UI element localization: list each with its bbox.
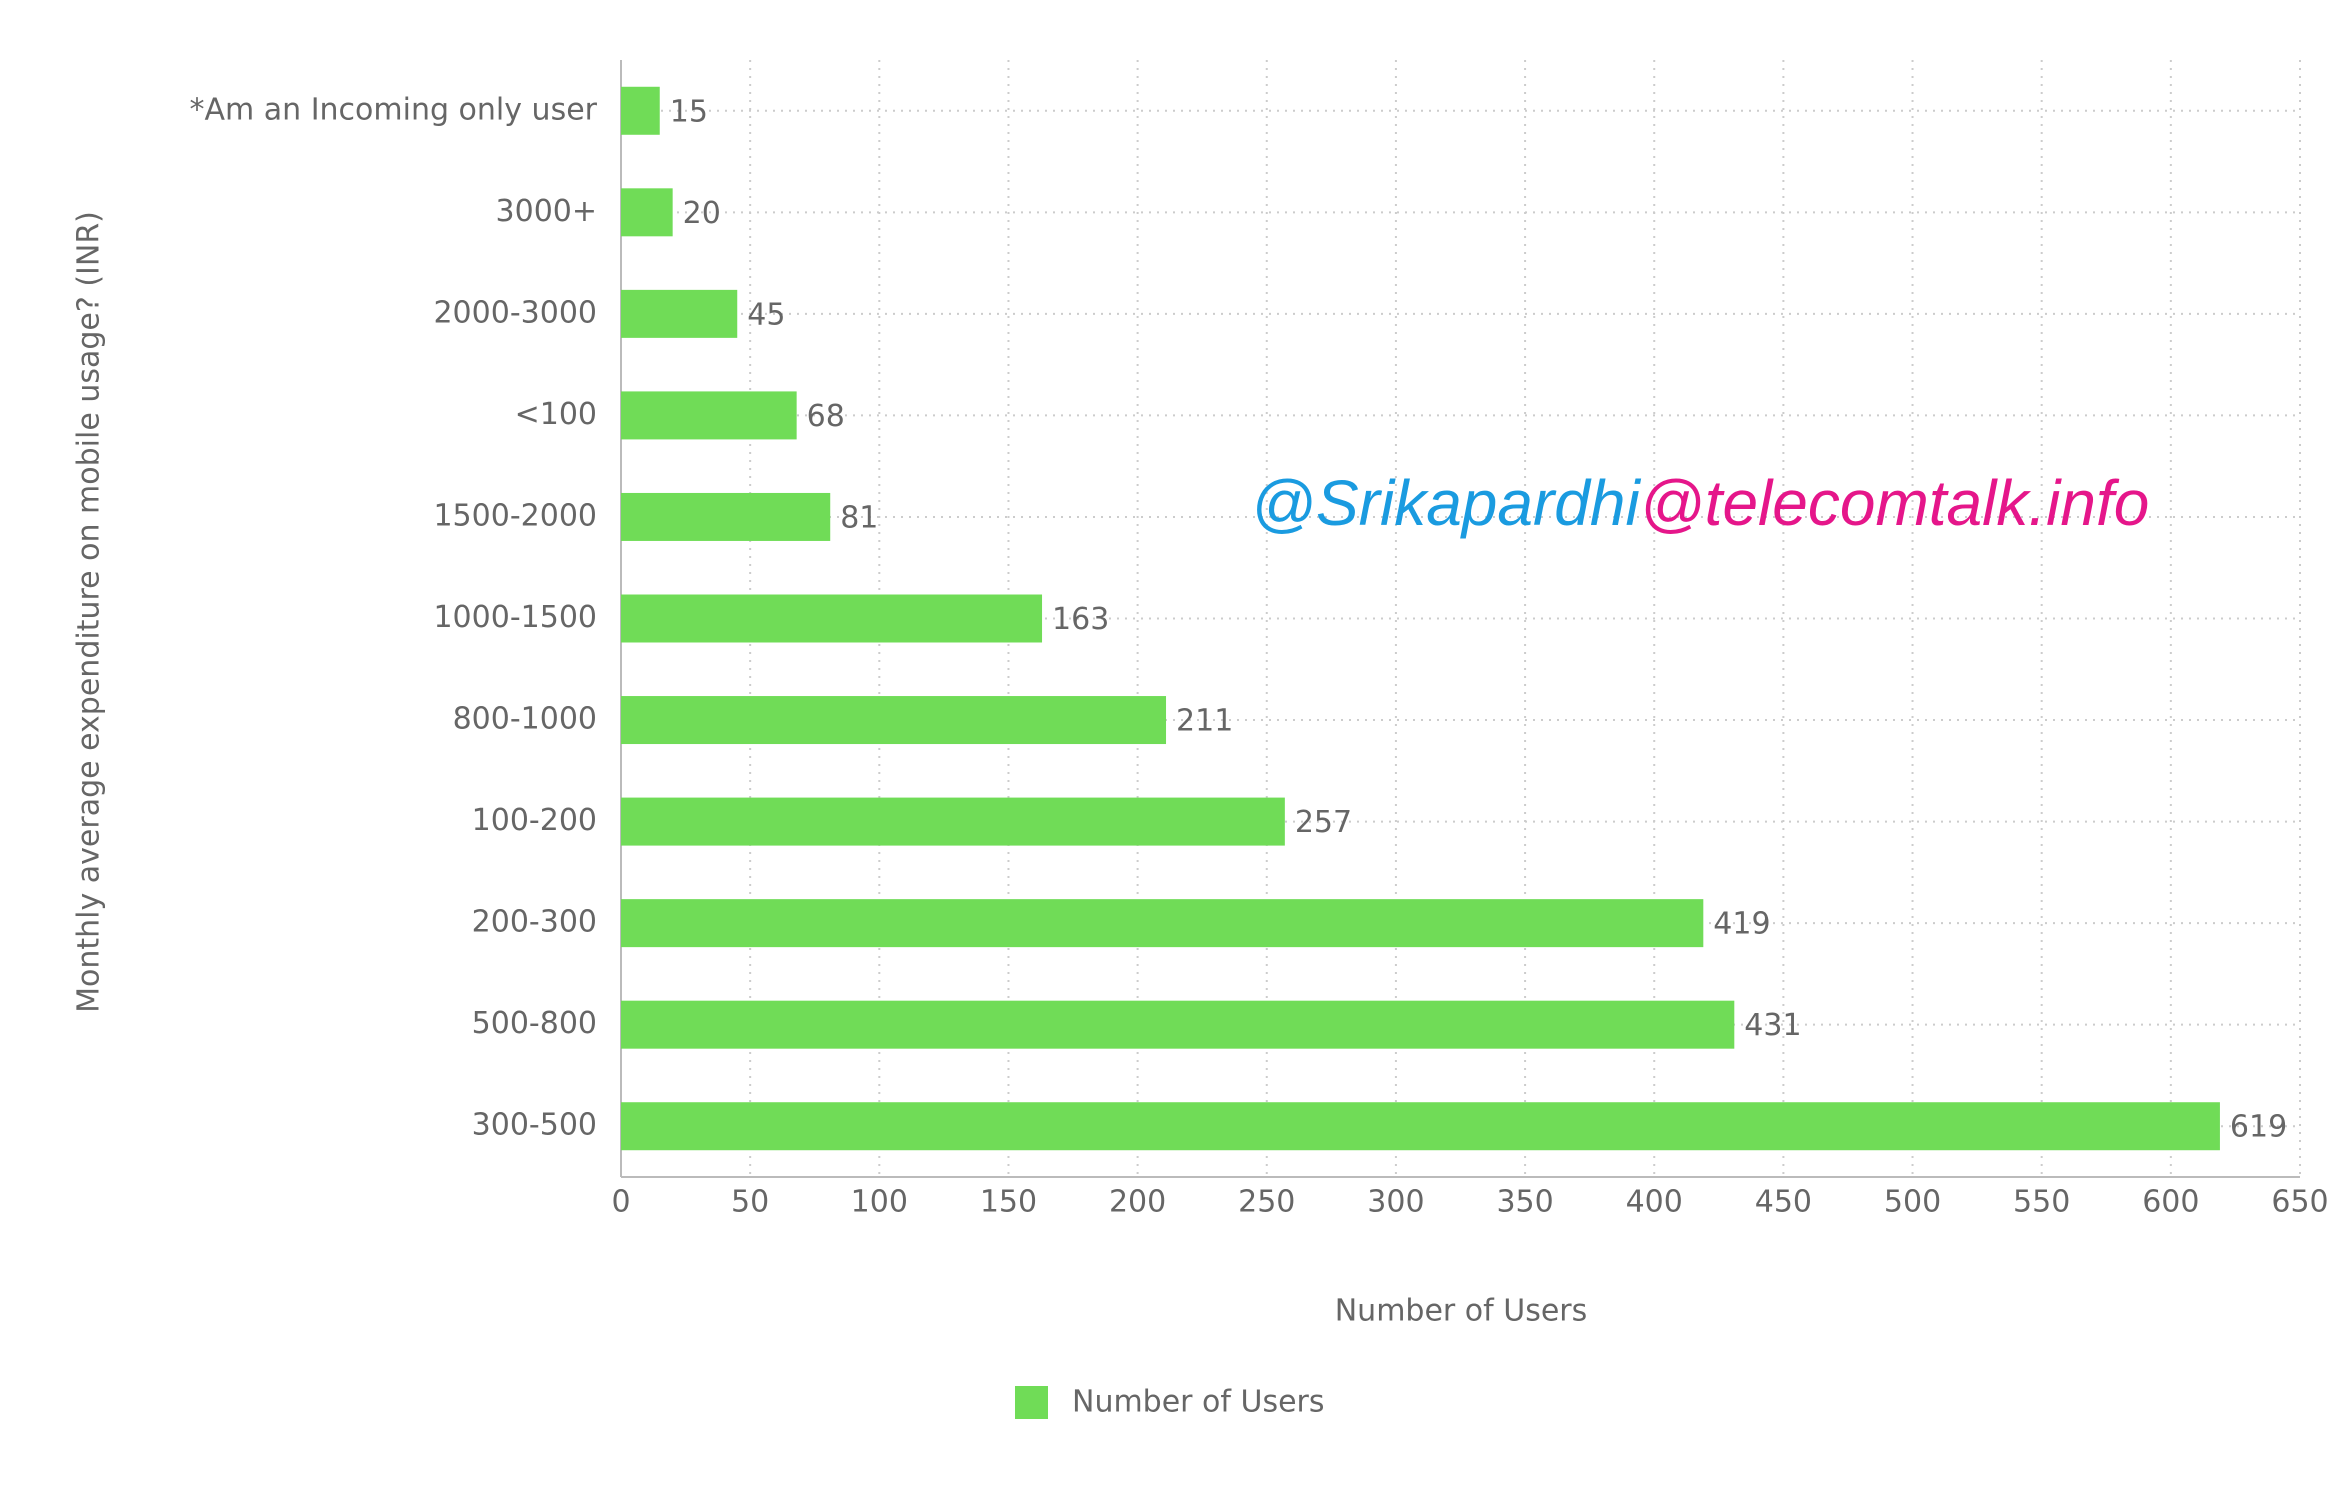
x-tick-label: 100 [851,1185,908,1220]
watermark-part: @telecomtalk.info [1640,467,2150,539]
y-tick-label: 1500-2000 [433,498,597,533]
watermark: @Srikapardhi@telecomtalk.info [1251,467,2149,539]
data-label: 619 [2230,1110,2287,1145]
y-tick-label: 2000-3000 [433,295,597,330]
watermark-part: @Srikapardhi [1251,467,1641,539]
y-tick-label: 100-200 [472,803,597,838]
x-tick-label: 450 [1755,1185,1812,1220]
data-label: 419 [1713,907,1770,942]
x-tick-label: 400 [1626,1185,1683,1220]
data-label: 257 [1295,805,1352,840]
y-tick-label: 3000+ [496,194,597,229]
bar [621,1000,1735,1049]
y-tick-label: 500-800 [472,1006,597,1041]
y-tick-label: *Am an Incoming only user [189,92,597,127]
legend-swatch [1015,1386,1048,1419]
y-axis-title: Monthly average expenditure on mobile us… [72,211,107,1013]
x-tick-label: 350 [1496,1185,1553,1220]
bar [621,391,797,440]
y-tick-label: 800-1000 [453,702,597,737]
data-label: 15 [670,94,708,129]
data-label: 20 [683,196,721,231]
bar [621,899,1704,948]
x-tick-label: 550 [2013,1185,2070,1220]
bar [621,1102,2220,1151]
x-tick-label: 300 [1367,1185,1424,1220]
y-tick-label: 300-500 [472,1108,597,1143]
data-label: 431 [1744,1008,1801,1043]
y-tick-label: 200-300 [472,905,597,940]
legend-label: Number of Users [1072,1385,1325,1420]
bar [621,289,738,338]
x-tick-label: 200 [1109,1185,1166,1220]
x-tick-label: 150 [980,1185,1037,1220]
bar [621,696,1167,745]
data-label: 68 [807,399,845,434]
x-tick-label: 250 [1238,1185,1295,1220]
x-tick-label: 650 [2271,1185,2328,1220]
x-tick-label: 600 [2142,1185,2199,1220]
y-tick-label: <100 [515,397,597,432]
data-label: 81 [840,500,878,535]
bar [621,797,1285,846]
bar [621,492,831,541]
x-axis-title: Number of Users [1335,1294,1588,1329]
data-label: 163 [1052,602,1109,637]
bar [621,594,1043,643]
y-tick-label: 1000-1500 [433,600,597,635]
bar [621,188,673,237]
x-tick-label: 50 [731,1185,769,1220]
x-tick-label: 500 [1884,1185,1941,1220]
data-label: 211 [1176,704,1233,739]
data-label: 45 [747,297,785,332]
x-tick-label: 0 [611,1185,630,1220]
bar [621,86,660,135]
